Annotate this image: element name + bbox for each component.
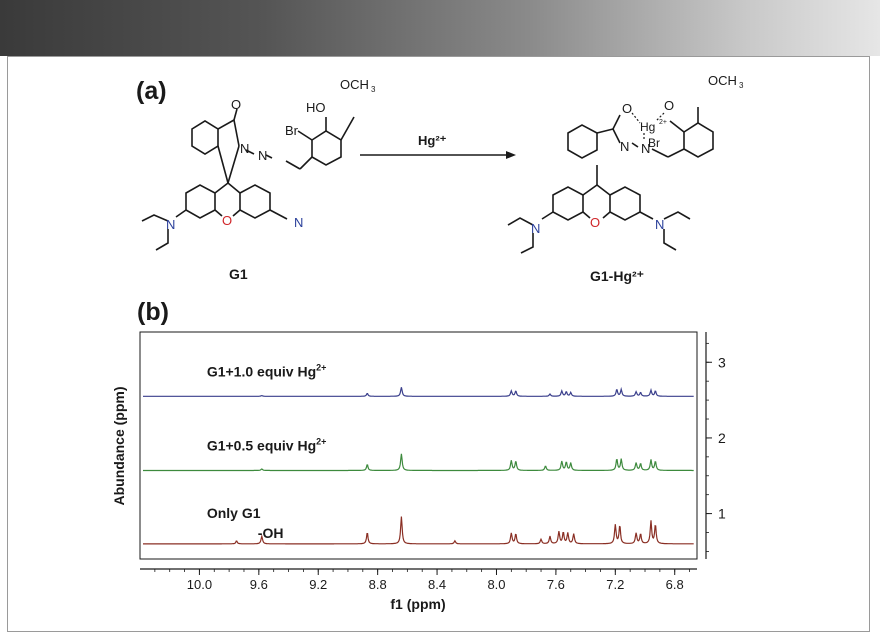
atom-och3: OCH <box>708 73 737 88</box>
atom-n-right: N <box>294 215 303 230</box>
annotations: -OH <box>258 525 284 541</box>
atom-n2: N <box>258 148 267 163</box>
atom-och3-sub: 3 <box>739 81 744 90</box>
panel-a-label: (a) <box>136 77 167 105</box>
y-axis-right: 1 2 3 <box>705 332 726 559</box>
y-tick-label: 3 <box>718 354 726 370</box>
atom-hg: Hg <box>640 120 655 134</box>
panel-b-label: (b) <box>137 298 169 326</box>
series-label: Only G1 <box>207 505 261 521</box>
x-tick-label: 7.2 <box>606 577 624 592</box>
reaction-arrow: Hg²⁺ <box>360 133 516 159</box>
atom-n-left: N <box>531 221 540 236</box>
atom-o1: O <box>622 101 632 116</box>
atom-n1: N <box>620 139 629 154</box>
nmr-trace <box>143 453 694 472</box>
y-tick-label: 1 <box>718 506 726 522</box>
atom-n-right: N <box>655 217 664 232</box>
atom-ho: HO <box>306 100 326 115</box>
plot-area <box>139 331 698 560</box>
atom-och3-sub: 3 <box>371 85 376 94</box>
nmr-traces <box>143 386 694 545</box>
g1-hg-structure <box>507 107 714 254</box>
series-label: G1+1.0 equiv Hg2+ <box>207 362 327 379</box>
atom-ring-o: O <box>222 213 232 228</box>
x-tick-label: 8.0 <box>487 577 505 592</box>
x-tick-label: 6.8 <box>666 577 684 592</box>
compound-g1-name: G1 <box>229 266 248 282</box>
atom-br: Br <box>285 123 299 138</box>
figure-frame: (a) O HO OCH 3 Br N <box>7 56 870 632</box>
atom-n2: N <box>641 141 650 156</box>
g1-atom-labels: O HO OCH 3 Br N N O N N G1 <box>166 77 376 282</box>
header-banner <box>0 0 880 56</box>
atom-br: Br <box>648 136 660 150</box>
x-tick-label: 8.4 <box>428 577 446 592</box>
nmr-trace <box>143 386 694 397</box>
y-tick-label: 2 <box>718 430 726 446</box>
figure-svg: (a) O HO OCH 3 Br N <box>111 73 744 612</box>
atom-o2: O <box>664 98 674 113</box>
oh-annotation: -OH <box>258 525 284 541</box>
atom-n1: N <box>240 141 249 156</box>
x-tick-label: 8.8 <box>369 577 387 592</box>
series-labels: G1+1.0 equiv Hg2+ G1+0.5 equiv Hg2+ Only G… <box>207 362 327 521</box>
series-label: G1+0.5 equiv Hg2+ <box>207 436 327 453</box>
g1-hg-atom-labels: OCH 3 O O Hg 2+ Br N N O N N G1-Hg²⁺ <box>531 73 744 284</box>
atom-och3: OCH <box>340 77 369 92</box>
atom-ring-o: O <box>590 215 600 230</box>
x-tick-label: 7.6 <box>547 577 565 592</box>
x-axis-label: f1 (ppm) <box>390 596 445 612</box>
x-tick-label: 9.2 <box>309 577 327 592</box>
nmr-chart: G1+1.0 equiv Hg2+ G1+0.5 equiv Hg2+ Only G… <box>111 331 726 612</box>
atom-n-left: N <box>166 217 175 232</box>
reagent-label: Hg²⁺ <box>418 133 447 148</box>
nmr-trace <box>143 516 694 545</box>
y-axis-label: Abundance (ppm) <box>111 387 127 506</box>
x-axis: 10.0 9.6 9.2 8.8 8.4 8.0 7.6 7.2 6.8 <box>140 568 697 592</box>
x-tick-label: 9.6 <box>250 577 268 592</box>
g1-hg-coordination <box>631 112 665 139</box>
x-tick-label: 10.0 <box>187 577 212 592</box>
atom-hg-sup: 2+ <box>659 119 667 126</box>
compound-g1-hg-name: G1-Hg²⁺ <box>590 268 644 284</box>
atom-o-carbonyl: O <box>231 97 241 112</box>
g1-structure <box>141 108 355 251</box>
